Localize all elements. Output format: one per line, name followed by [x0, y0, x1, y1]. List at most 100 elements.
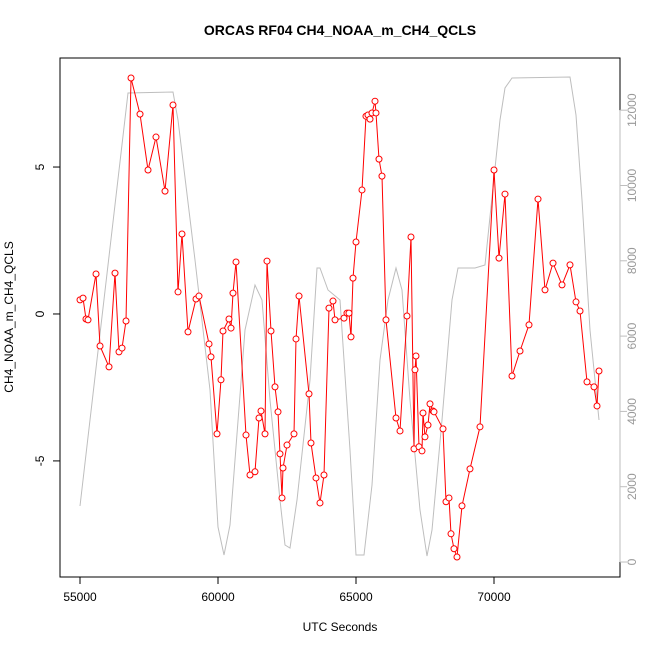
data-point	[232, 258, 240, 266]
data-point	[372, 109, 380, 117]
data-point	[430, 408, 438, 416]
data-point	[274, 408, 282, 416]
data-point	[466, 465, 474, 473]
data-point	[583, 378, 591, 386]
x-tick-label: 55000	[63, 590, 97, 604]
data-point	[541, 286, 549, 294]
data-point	[453, 553, 461, 561]
data-point	[366, 115, 374, 123]
data-point	[178, 230, 186, 238]
data-point	[411, 366, 419, 374]
data-point	[242, 431, 250, 439]
data-point	[445, 494, 453, 502]
data-point	[325, 304, 333, 312]
data-point	[84, 316, 92, 324]
data-point	[229, 289, 237, 297]
data-point	[412, 352, 420, 360]
data-point	[118, 344, 126, 352]
data-point	[246, 471, 254, 479]
data-point	[295, 292, 303, 300]
data-point	[382, 316, 390, 324]
data-point	[174, 288, 182, 296]
data-point	[307, 439, 315, 447]
data-point	[184, 328, 192, 336]
data-point	[447, 530, 455, 538]
data-point	[378, 172, 386, 180]
data-point	[590, 383, 598, 391]
chart-title: ORCAS RF04 CH4_NOAA_m_CH4_QCLS	[204, 22, 476, 38]
y2-tick-label: 10000	[625, 168, 639, 202]
data-point	[375, 155, 383, 163]
data-point	[572, 298, 580, 306]
data-point	[501, 190, 509, 198]
data-point	[312, 474, 320, 482]
y-tick-label: -5	[33, 455, 47, 466]
data-point	[79, 294, 87, 302]
data-point	[371, 97, 379, 105]
data-point	[136, 110, 144, 118]
data-point	[92, 270, 100, 278]
data-point	[458, 502, 466, 510]
data-point	[403, 312, 411, 320]
data-point	[276, 450, 284, 458]
data-line	[79, 76, 600, 557]
data-point	[292, 335, 300, 343]
data-point	[122, 317, 130, 325]
y2-tick-label: 12000	[625, 93, 639, 127]
data-point	[329, 297, 337, 305]
data-point	[426, 400, 434, 408]
data-point	[450, 545, 458, 553]
data-point	[419, 409, 427, 417]
data-point	[418, 447, 426, 455]
data-point	[347, 333, 355, 341]
data-point	[525, 321, 533, 329]
x-tick-label: 70000	[477, 590, 511, 604]
data-point	[566, 261, 574, 269]
data-point	[169, 101, 177, 109]
y2-tick-label: 2000	[625, 473, 639, 500]
data-point	[257, 407, 265, 415]
data-point	[227, 324, 235, 332]
data-point	[96, 342, 104, 350]
data-point	[316, 499, 324, 507]
data-point	[358, 186, 366, 194]
data-point	[340, 314, 348, 322]
data-point	[593, 402, 601, 410]
data-point	[331, 316, 339, 324]
data-point	[290, 430, 298, 438]
data-point	[595, 367, 603, 375]
data-point	[207, 353, 215, 361]
data-point	[345, 309, 353, 317]
y2-tick-label: 4000	[625, 398, 639, 425]
data-point	[305, 390, 313, 398]
data-point	[320, 471, 328, 479]
data-point	[271, 383, 279, 391]
data-point	[127, 74, 135, 82]
data-point	[144, 166, 152, 174]
data-point	[576, 307, 584, 315]
y2-tick-label: 6000	[625, 322, 639, 349]
data-point	[161, 187, 169, 195]
data-point	[219, 327, 227, 335]
data-point	[407, 233, 415, 241]
y-axis-label: CH4_NOAA_m_CH4_QCLS	[2, 241, 16, 392]
x-axis-label: UTC Seconds	[303, 620, 378, 634]
data-point	[495, 254, 503, 262]
y-tick-label: 0	[33, 310, 47, 317]
y-tick-label: 5	[33, 163, 47, 170]
data-point	[558, 281, 566, 289]
data-point	[205, 340, 213, 348]
data-point	[352, 238, 360, 246]
data-point	[261, 430, 269, 438]
x-tick-label: 60000	[201, 590, 235, 604]
x-tick-label: 65000	[339, 590, 373, 604]
data-point	[111, 269, 119, 277]
data-point	[396, 427, 404, 435]
y2-tick-label: 8000	[625, 247, 639, 274]
data-point	[195, 292, 203, 300]
data-point	[516, 347, 524, 355]
data-point	[283, 441, 291, 449]
data-point	[424, 421, 432, 429]
data-point	[349, 274, 357, 282]
data-point	[392, 414, 400, 422]
